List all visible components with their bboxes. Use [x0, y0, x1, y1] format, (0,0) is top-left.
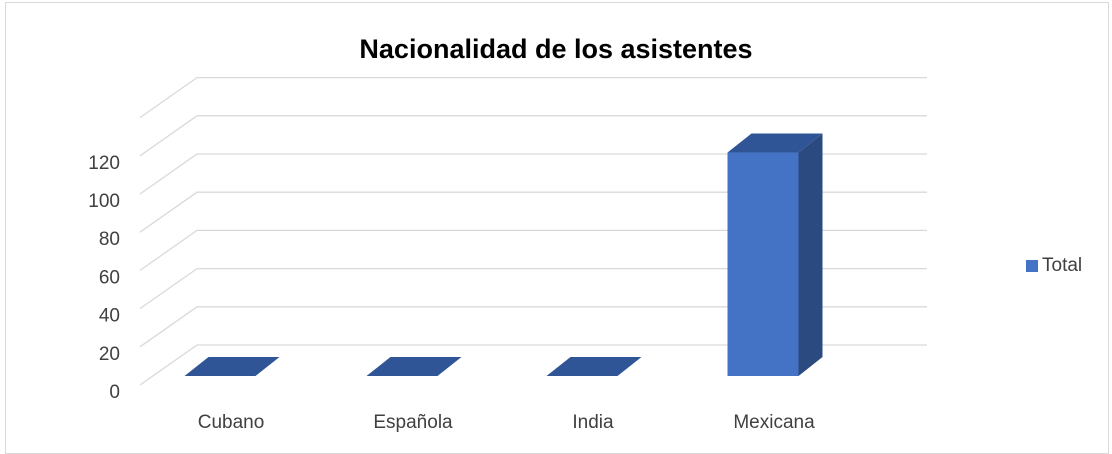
- y-tick-label: 60: [99, 267, 120, 288]
- x-tick-label: Española: [373, 412, 453, 433]
- bar-top-face: [184, 357, 280, 376]
- chart-title: Nacionalidad de los asistentes: [359, 34, 753, 64]
- x-tick-label: Cubano: [198, 412, 265, 433]
- gridlines: [139, 76, 927, 386]
- legend-label-total: Total: [1042, 255, 1083, 276]
- bar-mexicana: [727, 133, 823, 376]
- bars: [184, 133, 823, 376]
- y-tick-label: 20: [99, 344, 120, 365]
- legend-swatch-total: [1026, 260, 1038, 272]
- y-tick-label: 120: [88, 153, 120, 174]
- y-tick-label: 0: [109, 382, 120, 403]
- gridline: [139, 229, 927, 271]
- bar-española: [366, 357, 462, 376]
- x-tick-label: India: [572, 412, 614, 433]
- gridline: [139, 306, 927, 348]
- bar-front-face: [727, 152, 799, 376]
- gridline: [139, 115, 927, 157]
- gridline: [139, 153, 927, 195]
- bar-cubano: [184, 357, 280, 376]
- gridline: [139, 76, 927, 119]
- bar-top-face: [546, 357, 642, 376]
- y-tick-label: 100: [88, 191, 120, 212]
- x-axis-ticks: Cubano Española India Mexicana: [198, 412, 815, 433]
- y-tick-label: 40: [99, 306, 120, 327]
- gridline: [139, 344, 927, 386]
- gridline: [139, 191, 927, 233]
- x-tick-label: Mexicana: [733, 412, 815, 433]
- gridline: [139, 267, 927, 310]
- y-tick-label: 80: [99, 229, 120, 250]
- bar-side-face: [798, 133, 823, 376]
- legend: Total: [1026, 255, 1082, 277]
- bar-india: [546, 357, 642, 376]
- bar-top-face: [727, 133, 823, 153]
- bar-top-face: [366, 357, 462, 376]
- y-axis-ticks: 0 20 40 60 80 100 120: [88, 153, 120, 403]
